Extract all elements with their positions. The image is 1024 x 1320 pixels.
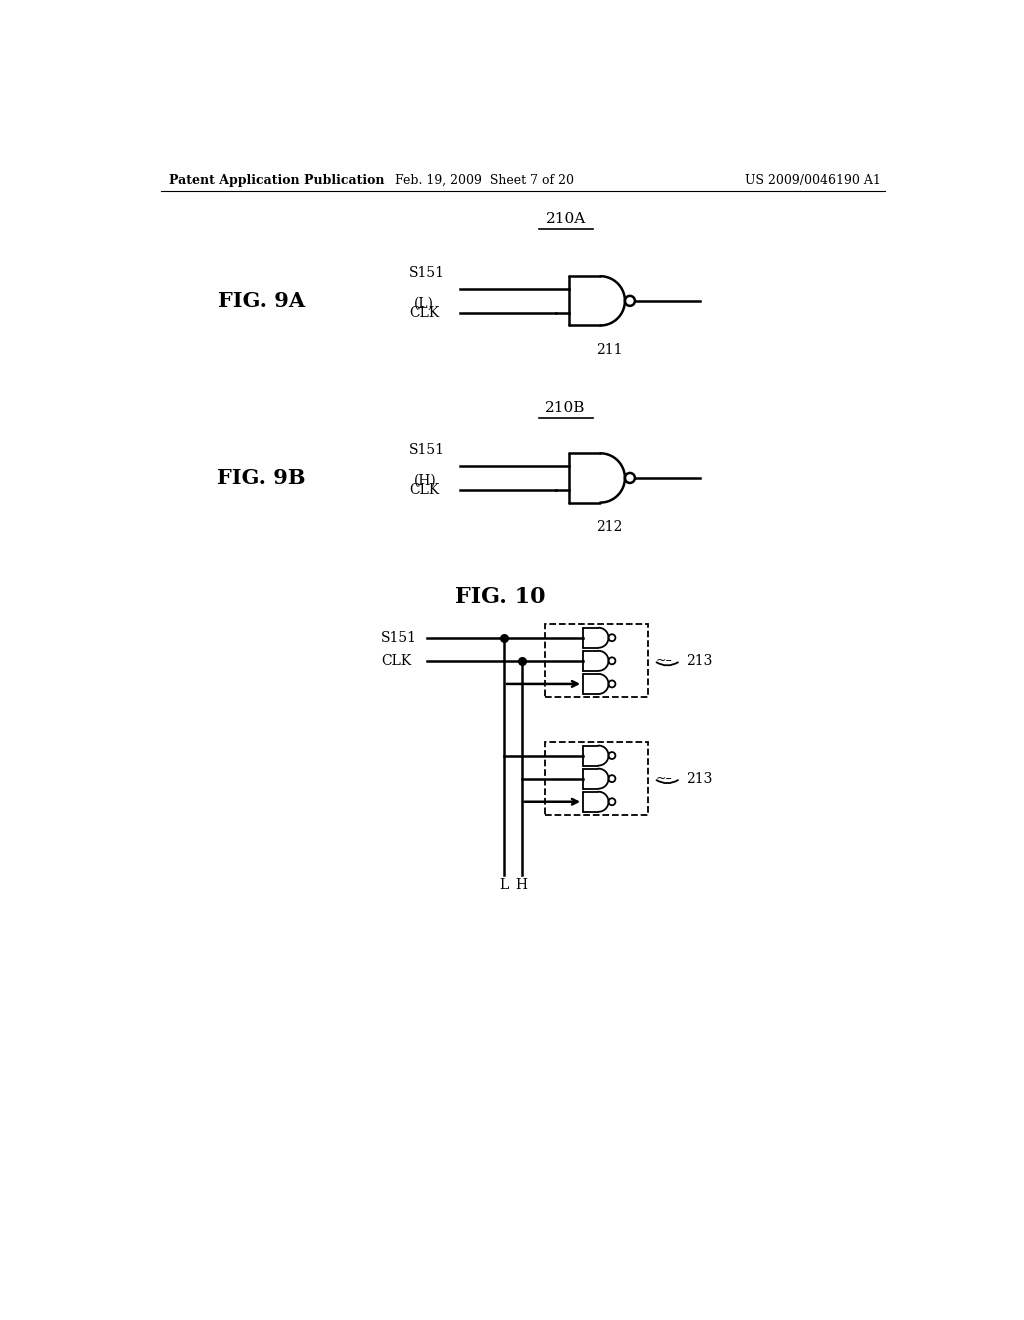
Text: (L): (L) [414,296,434,310]
Text: CLK: CLK [410,483,439,498]
Text: 212: 212 [596,520,623,535]
Text: ~–: ~– [655,655,673,668]
Text: 213: 213 [686,772,713,785]
Text: FIG. 9A: FIG. 9A [218,290,305,310]
Text: S151: S151 [410,267,445,280]
Text: CLK: CLK [381,653,411,668]
Text: US 2009/0046190 A1: US 2009/0046190 A1 [745,174,882,187]
Text: Patent Application Publication: Patent Application Publication [169,174,385,187]
Text: 210A: 210A [546,213,586,226]
Text: ~–: ~– [655,772,673,785]
Text: FIG. 9B: FIG. 9B [217,469,306,488]
Text: 210B: 210B [546,401,586,414]
Text: H: H [516,878,527,892]
Text: S151: S151 [381,631,417,644]
Text: FIG. 10: FIG. 10 [455,586,546,607]
Text: Feb. 19, 2009  Sheet 7 of 20: Feb. 19, 2009 Sheet 7 of 20 [395,174,574,187]
Text: S151: S151 [410,444,445,457]
Text: (H): (H) [414,474,436,487]
Text: L: L [500,878,509,892]
Text: 213: 213 [686,653,713,668]
Text: 211: 211 [596,343,623,358]
Text: CLK: CLK [410,306,439,321]
